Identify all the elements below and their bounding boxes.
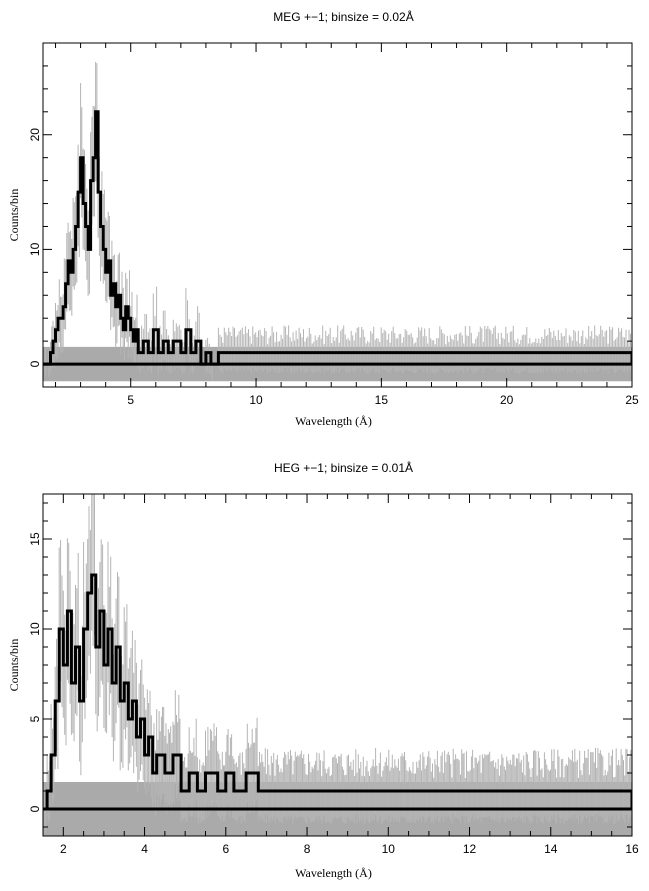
x-tick-label: 15: [375, 393, 389, 407]
plot-area: [43, 62, 632, 382]
chart-title: HEG +−1; binsize = 0.01Å: [274, 460, 413, 475]
x-tick-label: 10: [382, 842, 396, 856]
x-tick-label: 2: [60, 842, 67, 856]
error-bars: [43, 494, 632, 832]
x-tick-label: 20: [500, 393, 514, 407]
x-tick-label: 4: [141, 842, 148, 856]
ticks: [42, 494, 633, 836]
x-tick-label: 8: [304, 842, 311, 856]
x-tick-label: 25: [625, 393, 639, 407]
y-tick-label: 0: [28, 805, 42, 812]
x-tick-label: 12: [463, 842, 477, 856]
x-tick-label: 16: [625, 842, 639, 856]
y-axis-label: Counts/bin: [7, 639, 21, 692]
x-tick-label: 10: [249, 393, 263, 407]
x-tick-label: 14: [544, 842, 558, 856]
x-axis-label: Wavelength (Å): [295, 866, 372, 880]
plot-frame: [42, 42, 633, 388]
chart-title: MEG +−1; binsize = 0.02Å: [273, 9, 413, 24]
counts-series: [43, 573, 632, 811]
x-tick-label: 6: [222, 842, 229, 856]
y-tick-label: 0: [28, 360, 42, 367]
y-tick-label: 5: [28, 715, 42, 722]
x-axis-label: Wavelength (Å): [295, 414, 372, 428]
y-tick-label: 15: [28, 532, 42, 546]
chart-panel-1: 5 10 15 20 25 0 10 20 MEG +−1; binsize = 0.02Å Wa…: [7, 9, 639, 428]
ticks: [43, 42, 633, 388]
x-tick-label: 5: [127, 393, 134, 407]
counts-series: [43, 110, 632, 366]
chart-panel-2: 2 4 6 8 10 12 14 16 0 5 10 15 HEG +−1; binsize = 0.0…: [7, 460, 639, 880]
plot-area: [43, 494, 632, 836]
y-tick-label: 20: [28, 128, 42, 142]
y-axis-label: Counts/bin: [7, 189, 21, 242]
y-tick-label: 10: [28, 242, 42, 256]
y-tick-label: 10: [28, 622, 42, 636]
